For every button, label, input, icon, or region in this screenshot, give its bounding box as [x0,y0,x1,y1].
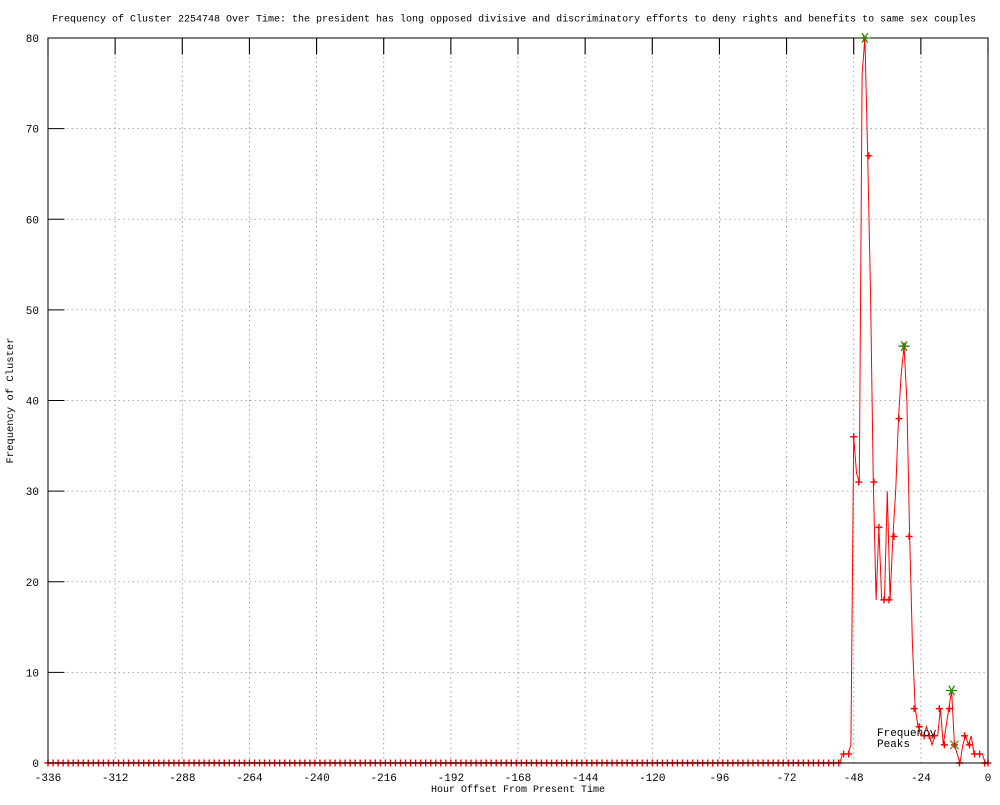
svg-text:60: 60 [26,215,39,227]
svg-text:-240: -240 [303,773,329,785]
svg-text:40: 40 [26,397,39,409]
svg-text:Frequency of Cluster 2254748 O: Frequency of Cluster 2254748 Over Time: … [52,14,976,26]
svg-text:-72: -72 [777,773,797,785]
svg-text:-336: -336 [35,773,61,785]
svg-text:10: 10 [26,668,39,680]
svg-text:70: 70 [26,125,39,137]
svg-text:-144: -144 [572,773,599,785]
svg-text:80: 80 [26,34,39,46]
svg-text:0: 0 [32,759,39,771]
svg-text:-48: -48 [844,773,864,785]
svg-text:-24: -24 [911,773,931,785]
svg-text:-192: -192 [438,773,464,785]
svg-text:-216: -216 [371,773,397,785]
svg-text:Frequency of Cluster: Frequency of Cluster [5,337,17,463]
svg-text:0: 0 [985,773,992,785]
svg-text:Peaks: Peaks [877,739,910,751]
svg-text:20: 20 [26,578,39,590]
svg-text:-264: -264 [236,773,263,785]
svg-text:-120: -120 [639,773,665,785]
svg-text:-96: -96 [710,773,730,785]
svg-text:Hour Offset From Present Time: Hour Offset From Present Time [431,784,605,796]
svg-text:30: 30 [26,487,39,499]
svg-text:-168: -168 [505,773,531,785]
svg-text:-312: -312 [102,773,128,785]
svg-text:-288: -288 [169,773,195,785]
svg-text:50: 50 [26,306,39,318]
